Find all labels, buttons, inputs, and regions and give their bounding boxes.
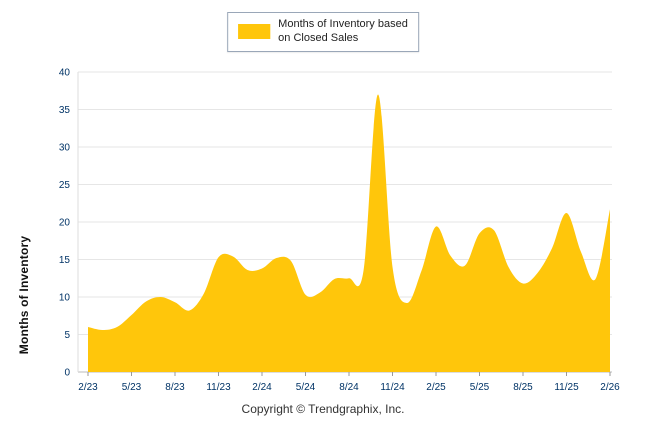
svg-text:11/24: 11/24	[380, 382, 405, 393]
svg-text:11/23: 11/23	[206, 382, 231, 393]
inventory-area-chart: 0 5 10 15 20 25 30 35 40 2/23 5/23 8/23 11/23 2/24 5/2…	[59, 68, 620, 394]
copyright-text: Copyright © Trendgraphix, Inc.	[241, 402, 405, 416]
svg-text:8/25: 8/25	[513, 382, 533, 393]
svg-text:20: 20	[59, 218, 71, 229]
svg-text:10: 10	[59, 293, 71, 304]
svg-text:2/25: 2/25	[426, 382, 446, 393]
svg-text:40: 40	[59, 68, 71, 79]
svg-text:8/24: 8/24	[339, 382, 359, 393]
svg-text:0: 0	[64, 368, 70, 379]
svg-text:5: 5	[64, 330, 70, 341]
svg-text:8/23: 8/23	[165, 382, 185, 393]
svg-text:5/23: 5/23	[122, 382, 142, 393]
svg-text:2/26: 2/26	[600, 382, 620, 393]
y-axis-title: Months of Inventory	[17, 235, 31, 355]
svg-text:5/24: 5/24	[296, 382, 316, 393]
svg-text:2/24: 2/24	[252, 382, 272, 393]
svg-text:11/25: 11/25	[554, 382, 579, 393]
chart-container: Months of Inventory 0 5 10 15 20 25 30 35 40 2/23…	[0, 58, 646, 406]
svg-text:15: 15	[59, 255, 71, 266]
svg-text:35: 35	[59, 105, 71, 116]
svg-text:5/25: 5/25	[470, 382, 490, 393]
legend-swatch	[238, 24, 271, 40]
svg-text:30: 30	[59, 143, 71, 154]
svg-text:25: 25	[59, 180, 71, 191]
legend-label: Months of Inventory based on Closed Sale…	[278, 18, 408, 44]
svg-text:2/23: 2/23	[78, 382, 98, 393]
legend: Months of Inventory based on Closed Sale…	[227, 12, 419, 52]
